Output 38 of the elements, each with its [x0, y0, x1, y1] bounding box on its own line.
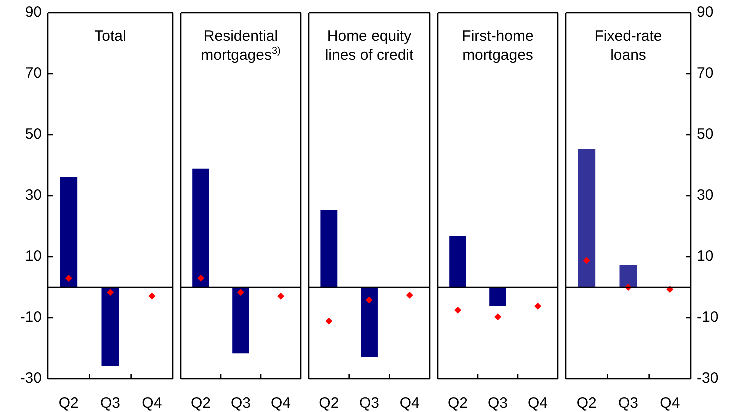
x-tick-label: Q2 — [319, 395, 340, 412]
y-tick-label: 10 — [697, 248, 714, 266]
text: First-home mortgages — [461, 27, 535, 65]
y-tick-label: 90 — [25, 4, 42, 22]
y-tick-label: 30 — [697, 187, 714, 204]
y-tick-label: -30 — [20, 370, 42, 388]
y-tick-label: -30 — [697, 370, 719, 388]
y-tick-label: 10 — [25, 248, 42, 266]
x-tick-label: Q3 — [100, 395, 121, 412]
y-tick-label: -10 — [697, 309, 719, 326]
y-tick-label: 70 — [697, 65, 714, 82]
point — [148, 292, 156, 300]
x-tick-label: Q3 — [359, 395, 380, 412]
text: Fixed-rate loans — [594, 27, 664, 65]
text: Home equity lines of credit — [324, 27, 415, 65]
x-tick-label: Q4 — [270, 395, 292, 412]
y-tick-label: 90 — [697, 4, 714, 22]
y-tick-label: 30 — [25, 187, 42, 204]
point — [65, 274, 72, 282]
text: Total — [94, 27, 128, 46]
x-tick-label: Q3 — [488, 395, 508, 412]
x-tick-label: Q3 — [230, 395, 252, 412]
x-tick-label: Q2 — [576, 395, 597, 412]
y-tick-label: -10 — [20, 309, 42, 326]
y-tick-label: 50 — [697, 126, 714, 144]
text: Residential mortgages$^{3)}$ — [200, 27, 282, 65]
point — [107, 289, 114, 296]
point — [583, 257, 590, 264]
x-tick-label: Q2 — [58, 395, 79, 412]
x-tick-label: Q4 — [528, 395, 548, 412]
x-tick-label: Q4 — [660, 395, 680, 412]
y-tick-label: 70 — [25, 65, 42, 82]
y-tick-label: 50 — [25, 126, 42, 144]
x-tick-label: Q2 — [190, 395, 212, 412]
x-tick-label: Q2 — [448, 395, 468, 412]
x-tick-label: Q4 — [142, 395, 162, 412]
x-tick-label: Q3 — [618, 395, 639, 412]
x-tick-label: Q4 — [400, 395, 420, 412]
